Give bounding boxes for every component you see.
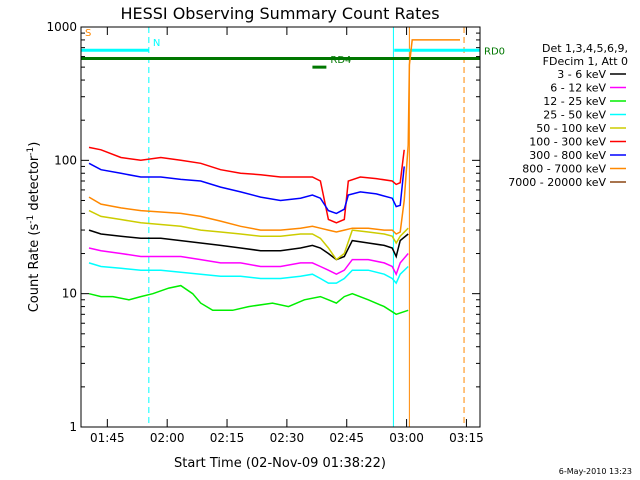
generated-timestamp: 6-May-2010 13:23 (559, 467, 632, 476)
x-tick-label-4: 02:45 (329, 431, 364, 445)
series-line-5 (88, 146, 405, 224)
x-tick-label-6: 03:15 (449, 431, 484, 445)
x-tick-label-3: 02:30 (270, 431, 305, 445)
flag-label-1: N (153, 38, 160, 49)
y-tick-label-3: 1000 (46, 20, 77, 34)
legend-label-7: 800 - 7000 keV (522, 163, 606, 176)
series-line-2 (88, 284, 409, 316)
plot-frame (80, 26, 481, 428)
x-axis: 01:45 02:00 02:15 02:30 02:45 03:00 03:15 (90, 27, 484, 445)
legend-header-1: FDecim 1, Att 0 (543, 55, 628, 68)
legend-label-6: 300 - 800 keV (529, 149, 606, 162)
y-tick-label-1: 10 (62, 287, 77, 301)
series-line-7 (88, 39, 460, 235)
flag-label-3: RD4 (330, 55, 351, 66)
x-tick-label-5: 03:00 (389, 431, 424, 445)
legend-label-0: 3 - 6 keV (557, 68, 606, 81)
x-tick-label-2: 02:15 (210, 431, 245, 445)
x-tick-label-1: 02:00 (150, 431, 185, 445)
legend-label-5: 100 - 300 keV (529, 136, 606, 149)
y-axis: 1 10 100 1000 (46, 20, 480, 434)
legend-label-8: 7000 - 20000 keV (508, 176, 606, 189)
x-axis-label: Start Time (02-Nov-09 01:38:22) (174, 456, 386, 471)
legend-header-0: Det 1,3,4,5,6,9, (542, 42, 628, 55)
flag-label-2: RD0 (484, 47, 505, 58)
y-tick-label-2: 100 (54, 153, 77, 167)
series-line-1 (88, 247, 409, 277)
legend-label-2: 12 - 25 keV (543, 95, 606, 108)
chart-title: HESSI Observing Summary Count Rates (120, 4, 439, 23)
series-line-3 (88, 262, 409, 285)
x-tick-label-0: 01:45 (90, 431, 125, 445)
legend: Det 1,3,4,5,6,9,FDecim 1, Att 03 - 6 keV… (508, 42, 628, 189)
legend-label-3: 25 - 50 keV (543, 109, 606, 122)
series-line-4 (88, 209, 409, 261)
y-axis-label: Count Rate (s-1 detector-1) (26, 142, 42, 313)
y-tick-label-0: 1 (69, 420, 77, 434)
legend-label-1: 6 - 12 keV (550, 82, 606, 95)
series-line-0 (88, 229, 409, 261)
series-line-6 (88, 162, 405, 215)
flag-label-0: S (85, 28, 91, 39)
plot-area: S N RD0 RD4 (80, 27, 505, 427)
legend-label-4: 50 - 100 keV (536, 122, 606, 135)
